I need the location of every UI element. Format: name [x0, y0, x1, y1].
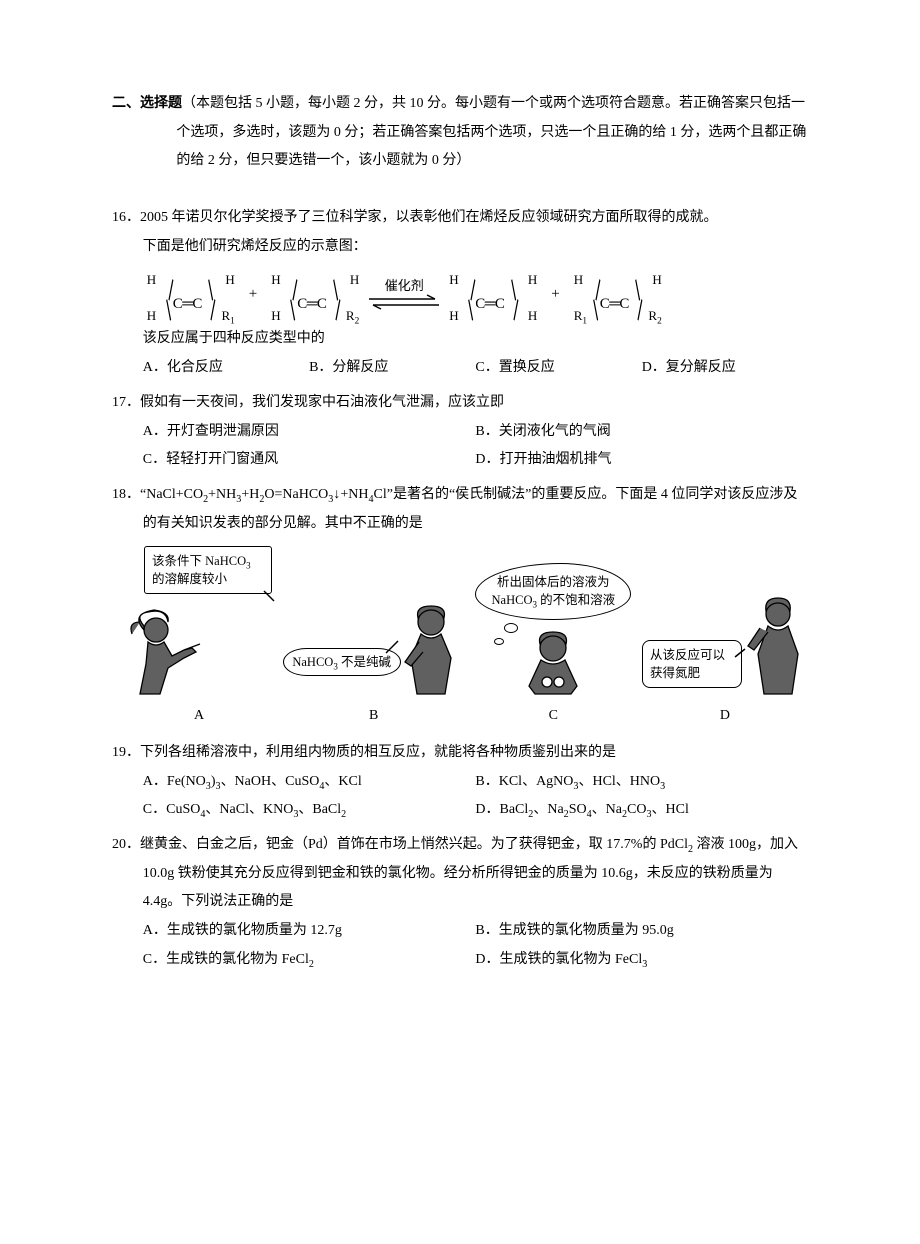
q16-options: A．化合反应 B．分解反应 C．置换反应 D．复分解反应 — [112, 354, 808, 383]
q16-followup: 该反应属于四种反应类型中的 — [112, 325, 808, 354]
q18-pane-a: 该条件下 NaHCO3 的溶解度较小 — [126, 548, 272, 731]
q17-opt-c: C．轻轻打开门窗通风 — [143, 446, 476, 475]
q16-reaction-diagram: H╲ H╱ C═C ╱H ╲R1 + H╲ H╱ C═C ╱H ╲R2 催化剂 — [112, 261, 808, 325]
q17-opt-d: D．打开抽油烟机排气 — [475, 446, 808, 475]
student-a-icon — [126, 608, 210, 696]
q16-opt-b: B．分解反应 — [309, 354, 475, 383]
q20-opt-d: D．生成铁的氯化物为 FeCl3 — [475, 946, 808, 975]
q19-opt-a: A．Fe(NO3)3、NaOH、CuSO4、KCl — [143, 768, 476, 797]
q18-illustration: 该条件下 NaHCO3 的溶解度较小 — [112, 538, 808, 731]
q20-opts-row1: A．生成铁的氯化物质量为 12.7g B．生成铁的氯化物质量为 95.0g — [112, 917, 808, 946]
student-c-icon — [513, 626, 593, 696]
equilibrium-arrows-icon — [367, 294, 441, 310]
q19-opts-row1: A．Fe(NO3)3、NaOH、CuSO4、KCl B．KCl、AgNO3、HC… — [112, 768, 808, 797]
q16-opt-d: D．复分解反应 — [642, 354, 808, 383]
q19-opt-c: C．CuSO4、NaCl、KNO3、BaCl2 — [143, 796, 476, 825]
q18-bubble-b: NaHCO3 不是纯碱 — [283, 648, 401, 676]
q18-pane-b: NaHCO3 不是纯碱 — [283, 548, 465, 731]
q18-label-c: C — [549, 696, 558, 731]
q17-opts-row2: C．轻轻打开门窗通风 D．打开抽油烟机排气 — [112, 446, 808, 475]
question-16: 16．2005 年诺贝尔化学奖授予了三位科学家，以表彰他们在烯烃反应领域研究方面… — [112, 204, 808, 383]
q16-opt-c: C．置换反应 — [475, 354, 641, 383]
plus-2: + — [541, 279, 569, 310]
q16-stem-line1: 16．2005 年诺贝尔化学奖授予了三位科学家，以表彰他们在烯烃反应领域研究方面… — [112, 204, 808, 233]
q20-opts-row2: C．生成铁的氯化物为 FeCl2 D．生成铁的氯化物为 FeCl3 — [112, 946, 808, 975]
plus-1: + — [239, 279, 267, 310]
q18-bubble-a: 该条件下 NaHCO3 的溶解度较小 — [144, 546, 272, 594]
q19-opt-b: B．KCl、AgNO3、HCl、HNO3 — [475, 768, 808, 797]
q18-label-a: A — [194, 696, 204, 731]
q19-opt-d: D．BaCl2、Na2SO4、Na2CO3、HCl — [475, 796, 808, 825]
q18-label-d: D — [720, 696, 730, 731]
student-d-icon — [746, 596, 808, 696]
molecule-4: H╲ R1╱ C═C ╱H ╲R2 — [570, 267, 666, 321]
q18-bubble-c: 析出固体后的溶液为 NaHCO3 的不饱和溶液 — [475, 563, 631, 620]
question-18: 18．“NaCl+CO2+NH3+H2O=NaHCO3↓+NH4Cl”是著名的“… — [112, 481, 808, 731]
question-20: 20．继黄金、白金之后，钯金（Pd）首饰在市场上悄然兴起。为了获得钯金，取 17… — [112, 831, 808, 974]
section-header-text: 二、选择题（本题包括 5 小题，每小题 2 分，共 10 分。每小题有一个或两个… — [112, 90, 808, 176]
q16-opt-a: A．化合反应 — [143, 354, 309, 383]
q17-opt-b: B．关闭液化气的气阀 — [475, 418, 808, 447]
section-instructions: （本题包括 5 小题，每小题 2 分，共 10 分。每小题有一个或两个选项符合题… — [176, 96, 806, 168]
q18-label-b: B — [369, 696, 378, 731]
catalyst-label: 催化剂 — [367, 279, 441, 293]
molecule-1: H╲ H╱ C═C ╱H ╲R1 — [143, 267, 239, 321]
q19-stem: 19．下列各组稀溶液中，利用组内物质的相互反应，就能将各种物质鉴别出来的是 — [112, 739, 808, 768]
q20-stem: 20．继黄金、白金之后，钯金（Pd）首饰在市场上悄然兴起。为了获得钯金，取 17… — [112, 831, 808, 917]
q20-opt-b: B．生成铁的氯化物质量为 95.0g — [475, 917, 808, 946]
question-19: 19．下列各组稀溶液中，利用组内物质的相互反应，就能将各种物质鉴别出来的是 A．… — [112, 739, 808, 825]
q18-pane-c: 析出固体后的溶液为 NaHCO3 的不饱和溶液 — [475, 548, 631, 731]
catalyst-block: 催化剂 — [363, 279, 445, 309]
student-b-icon — [395, 602, 465, 696]
molecule-3: H╲ H╱ C═C ╱H ╲H — [445, 267, 541, 321]
question-17: 17．假如有一天夜间，我们发现家中石油液化气泄漏，应该立即 A．开灯查明泄漏原因… — [112, 389, 808, 475]
q20-opt-a: A．生成铁的氯化物质量为 12.7g — [143, 917, 476, 946]
q17-opts-row1: A．开灯查明泄漏原因 B．关闭液化气的气阀 — [112, 418, 808, 447]
section-header: 二、选择题（本题包括 5 小题，每小题 2 分，共 10 分。每小题有一个或两个… — [112, 90, 808, 176]
q19-opts-row2: C．CuSO4、NaCl、KNO3、BaCl2 D．BaCl2、Na2SO4、N… — [112, 796, 808, 825]
q17-opt-a: A．开灯查明泄漏原因 — [143, 418, 476, 447]
q16-stem-line2: 下面是他们研究烯烃反应的示意图： — [112, 233, 808, 262]
section-title: 二、选择题 — [112, 96, 182, 111]
molecule-2: H╲ H╱ C═C ╱H ╲R2 — [267, 267, 363, 321]
q17-stem: 17．假如有一天夜间，我们发现家中石油液化气泄漏，应该立即 — [112, 389, 808, 418]
q18-bubble-d: 从该反应可以获得氮肥 — [642, 640, 742, 688]
q18-stem: 18．“NaCl+CO2+NH3+H2O=NaHCO3↓+NH4Cl”是著名的“… — [112, 481, 808, 538]
q18-pane-d: 从该反应可以获得氮肥 — [642, 548, 808, 731]
q20-opt-c: C．生成铁的氯化物为 FeCl2 — [143, 946, 476, 975]
